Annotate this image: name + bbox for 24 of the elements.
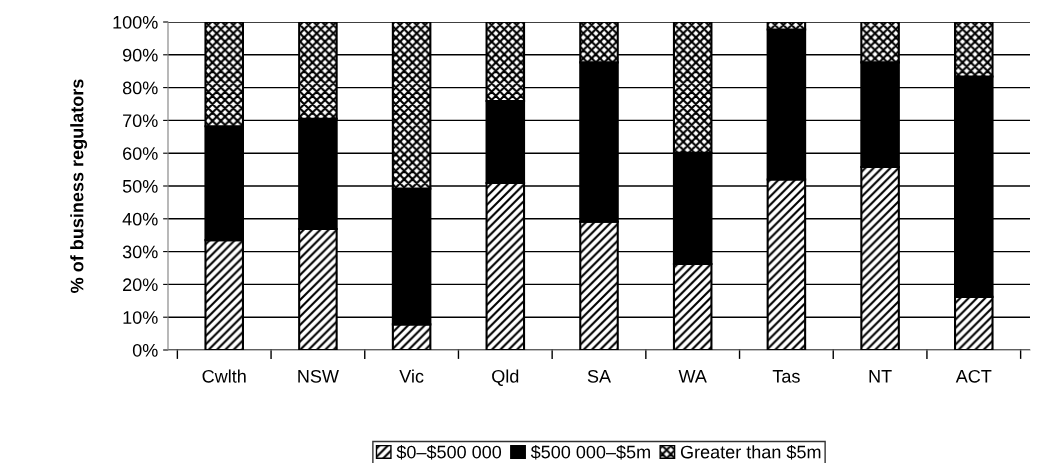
x-tick-label: Qld (492, 369, 519, 386)
y-tick-label: 60% (123, 147, 158, 160)
y-tick-label: 40% (122, 212, 158, 226)
y-tick-label: 10% (123, 311, 158, 324)
x-tick-label: WA (678, 370, 707, 383)
y-tick-label: 100% (113, 15, 158, 29)
y-tick-label: 50% (122, 179, 158, 193)
x-tick-label: NT (869, 370, 892, 383)
legend-label: $0–$500 000 (396, 444, 502, 460)
x-tick-label: NSW (298, 369, 339, 383)
y-tick-label: 70% (123, 114, 158, 128)
legend-label: $500 000–$5m (530, 444, 650, 460)
y-tick-label: 20% (123, 278, 158, 292)
x-tick-label: Vic (399, 369, 424, 383)
legend-label: Greater than $5m (680, 444, 821, 460)
y-axis-title: % of business regulators (70, 79, 88, 293)
x-tick-label: Cwlth (202, 369, 246, 383)
y-tick-label: 30% (122, 245, 158, 259)
y-tick-label: 80% (122, 81, 158, 95)
y-tick-label: 90% (122, 48, 158, 62)
y-tick-label: 0% (132, 343, 158, 357)
x-tick-label: ACT (955, 369, 992, 383)
x-tick-label: Tas (772, 370, 800, 383)
x-tick-label: SA (587, 369, 612, 383)
